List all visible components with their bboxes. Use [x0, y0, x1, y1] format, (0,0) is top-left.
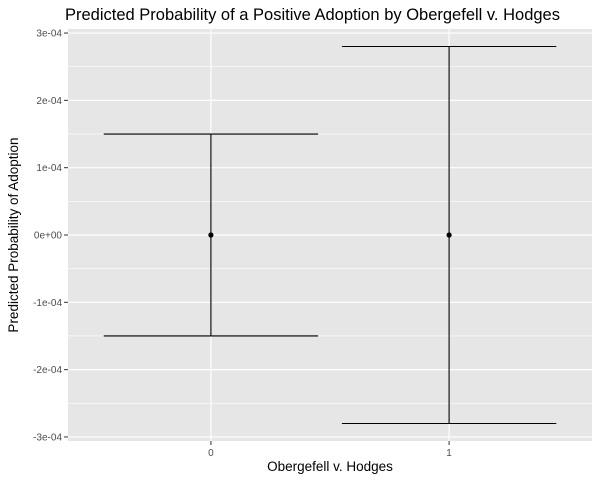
- y-tick-label: 3e-04: [36, 29, 62, 40]
- axes: -3e-04 -2e-04 -1e-04 0e+00 1e-04 2e-04 3e-04 0 1: [33, 29, 452, 459]
- error-bars: [103, 45, 557, 425]
- data-point: [446, 232, 452, 238]
- data-point: [208, 232, 214, 238]
- x-axis-title: Obergefell v. Hodges: [267, 459, 393, 474]
- y-tick-label: 2e-04: [36, 96, 62, 107]
- chart-title: Predicted Probability of a Positive Adop…: [65, 6, 560, 24]
- y-tick-label: -2e-04: [33, 365, 62, 376]
- y-tick-label: -1e-04: [33, 298, 62, 309]
- y-tick-label: 1e-04: [36, 163, 62, 174]
- y-tick-label: 0e+00: [34, 231, 63, 242]
- x-tick-label: 0: [208, 448, 214, 459]
- y-axis-title: Predicted Probability of Adoption: [6, 137, 21, 332]
- y-tick-label: -3e-04: [33, 432, 62, 443]
- x-tick-label: 1: [446, 448, 452, 459]
